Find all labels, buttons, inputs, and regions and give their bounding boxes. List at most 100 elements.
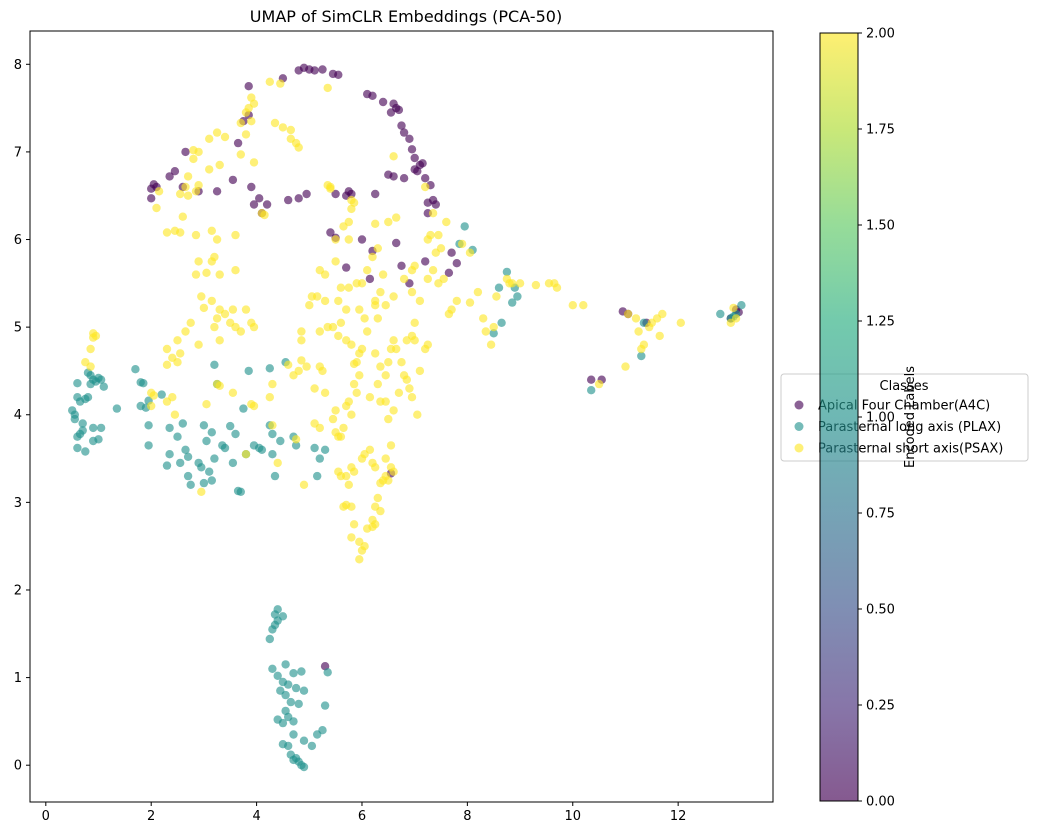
y-tick-label: 1 <box>14 671 22 686</box>
legend-label: Parasternal short axis(PSAX) <box>818 442 1003 457</box>
scatter-point-s1-107 <box>273 715 282 724</box>
scatter-point-s2-87 <box>176 349 185 358</box>
scatter-point-s1-139 <box>737 301 746 310</box>
scatter-point-s2-291 <box>729 303 738 313</box>
colorbar-tick-label: 0.00 <box>866 795 895 810</box>
scatter-point-s2-254 <box>363 266 372 275</box>
scatter-point-s0-27 <box>399 174 409 183</box>
scatter-point-s2-285 <box>655 331 664 341</box>
scatter-point-s2-150 <box>349 379 359 389</box>
scatter-point-s2-95 <box>86 362 95 371</box>
scatter-point-s0-53 <box>284 195 293 205</box>
scatter-point-s2-287 <box>676 318 685 327</box>
scatter-point-s2-64 <box>207 257 216 266</box>
scatter-point-s2-151 <box>352 388 361 397</box>
scatter-point-s2-72 <box>207 296 216 306</box>
scatter-point-s0-42 <box>165 172 174 181</box>
scatter-point-s1-8 <box>73 443 82 453</box>
colorbar-label: Encoded Labels <box>903 366 918 468</box>
colorbar-tick-label: 1.50 <box>866 219 895 234</box>
scatter-point-s1-10 <box>78 426 87 435</box>
scatter-point-s0-47 <box>228 175 238 185</box>
scatter-point-s2-237 <box>407 287 417 297</box>
scatter-point-s1-38 <box>173 432 182 441</box>
scatter-point-s2-263 <box>481 327 490 336</box>
scatter-point-s1-136 <box>716 309 725 319</box>
scatter-point-s0-52 <box>255 194 264 203</box>
scatter-point-s2-103 <box>168 393 177 402</box>
scatter-point-s2-80 <box>241 305 251 314</box>
scatter-point-s0-64 <box>392 238 401 248</box>
scatter-point-s1-59 <box>226 421 235 431</box>
colorbar-tick-label: 1.75 <box>866 123 895 138</box>
scatter-point-s2-43 <box>260 210 269 220</box>
scatter-point-s2-114 <box>265 393 274 402</box>
scatter-point-s1-54 <box>199 478 209 488</box>
scatter-point-s2-200 <box>389 467 398 476</box>
scatter-point-s2-7 <box>247 117 256 126</box>
scatter-point-s0-68 <box>421 257 430 266</box>
scatter-point-s2-161 <box>328 322 338 332</box>
scatter-point-s2-130 <box>320 270 330 279</box>
scatter-point-s2-234 <box>423 340 432 349</box>
scatter-point-s2-188 <box>402 375 411 384</box>
scatter-point-s1-129 <box>513 292 522 301</box>
scatter-point-s2-247 <box>421 182 430 192</box>
scatter-point-s1-130 <box>508 298 517 307</box>
scatter-point-s2-246 <box>436 244 446 253</box>
scatter-point-s2-20 <box>194 147 203 157</box>
x-tick-label: 10 <box>564 809 581 824</box>
scatter-point-s1-45 <box>162 461 172 470</box>
scatter-point-s2-194 <box>376 397 385 406</box>
scatter-point-s2-111 <box>249 401 259 411</box>
scatter-point-s2-35 <box>191 230 201 240</box>
scatter-point-s0-37 <box>181 147 190 157</box>
scatter-point-s2-259 <box>447 305 456 314</box>
scatter-point-s2-270 <box>515 279 525 288</box>
scatter-point-s1-7 <box>78 419 87 428</box>
scatter-point-s0-49 <box>262 200 272 209</box>
scatter-point-s2-185 <box>410 336 419 345</box>
scatter-point-s0-8 <box>244 82 253 91</box>
scatter-point-s2-32 <box>154 187 164 196</box>
y-tick-label: 2 <box>14 583 22 598</box>
legend-label: Apical Four Chamber(A4C) <box>818 399 990 414</box>
scatter-point-s1-41 <box>183 452 193 461</box>
scatter-point-s0-55 <box>302 189 311 199</box>
scatter-point-s1-20 <box>89 423 98 433</box>
x-tick-label: 0 <box>42 809 50 824</box>
scatter-point-s2-122 <box>294 366 303 376</box>
scatter-point-s2-180 <box>392 344 401 354</box>
scatter-point-s2-215 <box>349 520 359 529</box>
scatter-point-s1-40 <box>181 445 190 454</box>
y-tick-label: 7 <box>14 145 22 160</box>
y-tick-label: 5 <box>14 321 22 336</box>
scatter-point-s2-235 <box>410 318 419 327</box>
scatter-point-s1-63 <box>236 487 245 496</box>
scatter-point-s1-23 <box>96 423 106 433</box>
scatter-point-s2-12 <box>212 128 222 137</box>
scatter-point-s2-76 <box>220 309 230 319</box>
scatter-point-s2-277 <box>623 309 633 319</box>
scatter-point-s1-55 <box>210 360 219 369</box>
scatter-point-s0-3 <box>310 66 319 75</box>
scatter-point-s1-93 <box>289 669 298 678</box>
scatter-point-s2-178 <box>384 358 393 367</box>
scatter-point-s2-192 <box>389 406 398 415</box>
y-axis: 0 1 2 3 4 5 6 7 8 <box>14 58 30 774</box>
scatter-point-s1-26 <box>112 404 122 413</box>
scatter-point-s2-160 <box>336 318 346 327</box>
scatter-point-s1-77 <box>291 441 301 450</box>
scatter-point-s2-190 <box>407 393 417 402</box>
scatter-point-s2-135 <box>310 384 319 393</box>
scatter-point-s2-9 <box>270 118 280 128</box>
y-tick-label: 3 <box>14 496 22 511</box>
scatter-point-s2-164 <box>344 283 353 292</box>
scatter-point-s2-244 <box>428 266 438 275</box>
scatter-point-s2-158 <box>342 336 351 345</box>
scatter-point-s1-111 <box>307 741 317 751</box>
scatter-point-s2-39 <box>207 226 216 235</box>
x-tick-label: 2 <box>147 809 155 824</box>
scatter-point-s0-16 <box>397 121 406 130</box>
x-tick-label: 6 <box>358 809 366 824</box>
